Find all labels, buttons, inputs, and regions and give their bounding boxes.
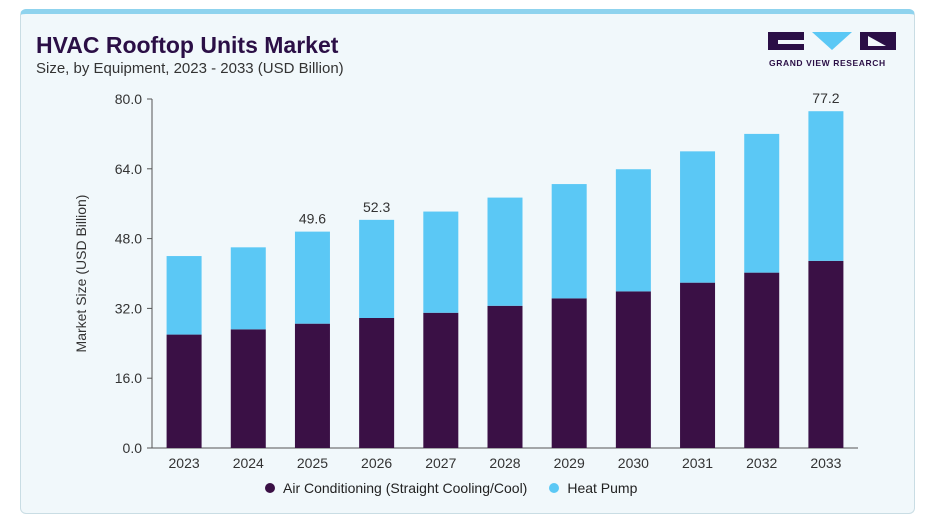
bar-heat-pump xyxy=(359,219,395,318)
legend-label-heat-pump: Heat Pump xyxy=(567,480,638,496)
x-tick-label: 2029 xyxy=(554,455,585,471)
x-tick-label: 2032 xyxy=(746,455,777,471)
legend-item-heat-pump: Heat Pump xyxy=(549,480,637,496)
data-label: 52.3 xyxy=(363,199,390,215)
y-tick-label: 48.0 xyxy=(115,231,142,247)
legend-swatch-air-conditioning xyxy=(265,483,275,493)
legend-swatch-heat-pump xyxy=(549,483,560,493)
legend-label-air-conditioning: Air Conditioning (Straight Cooling/Cool) xyxy=(283,480,528,496)
x-tick-label: 2027 xyxy=(425,455,456,471)
x-tick-label: 2025 xyxy=(297,455,328,471)
x-tick-label: 2031 xyxy=(682,455,713,471)
bar-air-conditioning xyxy=(808,260,844,448)
bar-air-conditioning xyxy=(230,329,266,448)
x-tick-label: 2026 xyxy=(361,455,392,471)
bar-air-conditioning xyxy=(487,305,523,448)
bar-air-conditioning xyxy=(744,272,780,448)
x-tick-label: 2028 xyxy=(489,455,520,471)
bar-air-conditioning xyxy=(615,291,651,448)
legend: Air Conditioning (Straight Cooling/Cool)… xyxy=(265,480,659,496)
bar-air-conditioning xyxy=(166,334,202,448)
bar-air-conditioning xyxy=(680,282,716,448)
y-tick-label: 0.0 xyxy=(123,440,143,456)
y-axis-label: Market Size (USD Billion) xyxy=(73,195,89,353)
legend-item-air-conditioning: Air Conditioning (Straight Cooling/Cool) xyxy=(265,480,527,496)
y-tick-label: 64.0 xyxy=(115,161,142,177)
bar-heat-pump xyxy=(551,184,587,299)
y-tick-label: 16.0 xyxy=(115,370,142,386)
x-tick-label: 2023 xyxy=(169,455,200,471)
bar-heat-pump xyxy=(294,231,330,324)
data-label: 49.6 xyxy=(299,211,326,227)
y-tick-label: 32.0 xyxy=(115,300,142,316)
x-tick-label: 2024 xyxy=(233,455,264,471)
bar-heat-pump xyxy=(230,247,266,330)
x-tick-label: 2033 xyxy=(810,455,841,471)
grand-view-research-logo xyxy=(768,32,896,50)
data-label: 77.2 xyxy=(812,90,839,106)
bar-heat-pump xyxy=(744,133,780,273)
bar-air-conditioning xyxy=(423,312,459,448)
logo-text: GRAND VIEW RESEARCH xyxy=(769,58,886,68)
bar-heat-pump xyxy=(487,197,523,306)
chart-title: HVAC Rooftop Units Market xyxy=(36,32,339,58)
bar-heat-pump xyxy=(615,169,651,292)
bar-heat-pump xyxy=(808,111,844,261)
x-tick-label: 2030 xyxy=(618,455,649,471)
bar-air-conditioning xyxy=(359,317,395,448)
bar-air-conditioning xyxy=(551,298,587,448)
bar-heat-pump xyxy=(423,211,459,313)
chart-subtitle: Size, by Equipment, 2023 - 2033 (USD Bil… xyxy=(36,60,344,77)
bar-air-conditioning xyxy=(294,323,330,448)
bar-heat-pump xyxy=(680,151,716,283)
bar-heat-pump xyxy=(166,256,202,335)
y-tick-label: 80.0 xyxy=(115,91,142,107)
